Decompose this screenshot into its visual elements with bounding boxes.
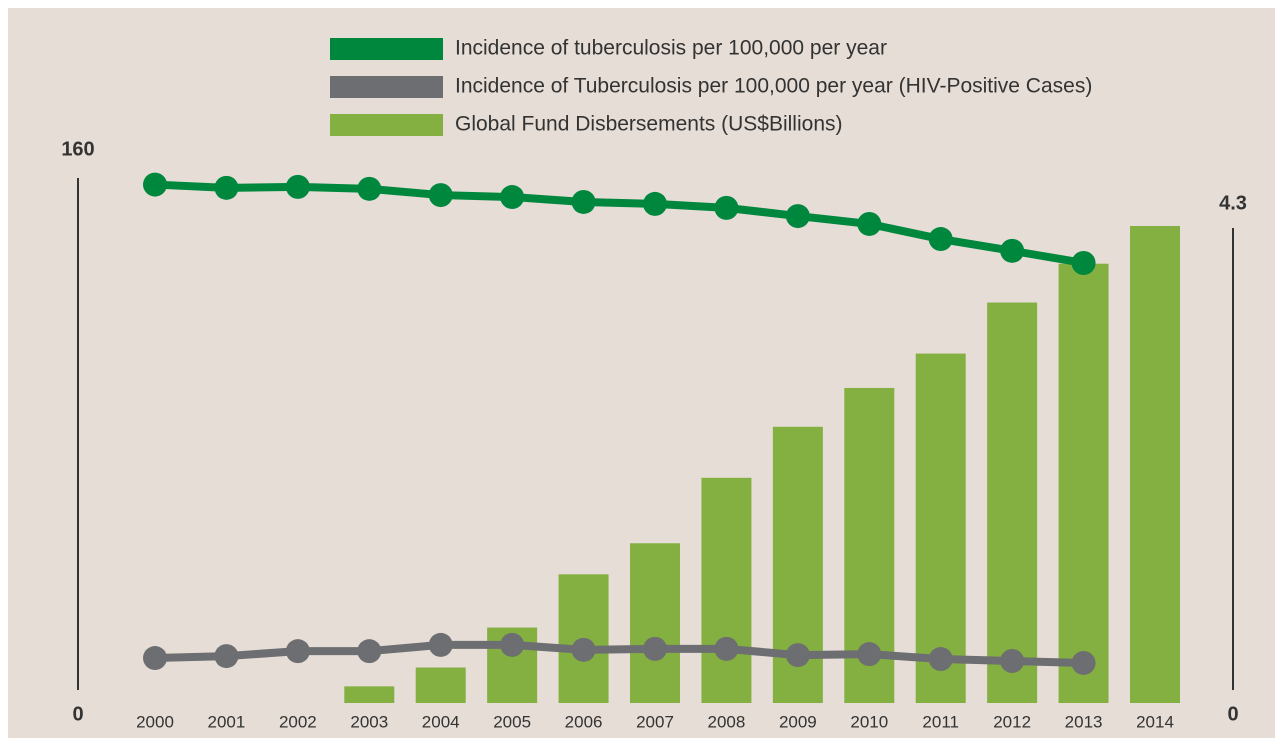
x-tick-label: 2008 (708, 712, 746, 731)
bar (344, 686, 395, 703)
x-tick-label: 2010 (850, 712, 888, 731)
line-point (500, 185, 525, 210)
line-point (928, 227, 953, 252)
x-tick-label: 2005 (493, 712, 531, 731)
line-point (1000, 649, 1025, 673)
legend-label: Global Fund Disbersements (US$Billions) (455, 113, 843, 136)
x-tick-label: 2013 (1065, 712, 1103, 731)
x-tick-label: 2004 (422, 712, 460, 731)
legend-swatch (330, 38, 443, 60)
bar (1058, 263, 1109, 703)
line-point (785, 643, 810, 668)
line-point (428, 183, 453, 208)
line-point (643, 191, 667, 216)
x-tick-label: 2009 (779, 712, 817, 731)
legend-label: Incidence of tuberculosis per 100,000 pe… (455, 37, 887, 60)
line-point (571, 637, 596, 662)
legend-swatch (330, 114, 443, 136)
x-tick-label: 2006 (565, 712, 603, 731)
y-tick-label: 160 (61, 138, 94, 160)
line-point (571, 189, 596, 214)
line-point (785, 204, 810, 229)
bar (987, 302, 1038, 703)
line-point (1000, 238, 1025, 263)
line-point (214, 175, 239, 200)
bar (701, 477, 752, 703)
bar (915, 353, 966, 703)
line-point (143, 646, 167, 671)
legend-swatch (330, 76, 443, 98)
line-point (357, 639, 382, 664)
x-tick-label: 2002 (279, 712, 317, 731)
line-point (857, 642, 882, 667)
x-tick-label: 2011 (922, 712, 959, 731)
line-point (857, 211, 882, 236)
x-tick-label: 2001 (208, 712, 246, 731)
x-tick-label: 2003 (350, 712, 388, 731)
bar (630, 543, 680, 703)
y2-tick-label: 0 (1227, 703, 1238, 725)
line-point (643, 636, 667, 661)
x-tick-label: 2007 (636, 712, 674, 731)
x-tick-label: 2012 (993, 712, 1031, 731)
y-tick-label: 0 (72, 703, 83, 725)
line-point (357, 176, 382, 201)
line-point (500, 632, 525, 657)
x-tick-label: 2014 (1136, 712, 1174, 731)
y2-tick-label: 4.3 (1219, 192, 1247, 214)
bar (1130, 226, 1180, 703)
line-point (285, 639, 310, 664)
line-point (143, 172, 167, 197)
bar (415, 667, 466, 703)
line-point (714, 195, 739, 220)
line-point (1071, 650, 1096, 675)
x-tick-label: 2000 (136, 712, 174, 731)
line-point (1071, 250, 1096, 275)
line-point (928, 647, 953, 672)
line-point (214, 644, 239, 669)
line-point (714, 636, 739, 661)
line-point (428, 632, 453, 657)
line-point (285, 174, 310, 199)
legend-label: Incidence of Tuberculosis per 100,000 pe… (455, 75, 1092, 98)
